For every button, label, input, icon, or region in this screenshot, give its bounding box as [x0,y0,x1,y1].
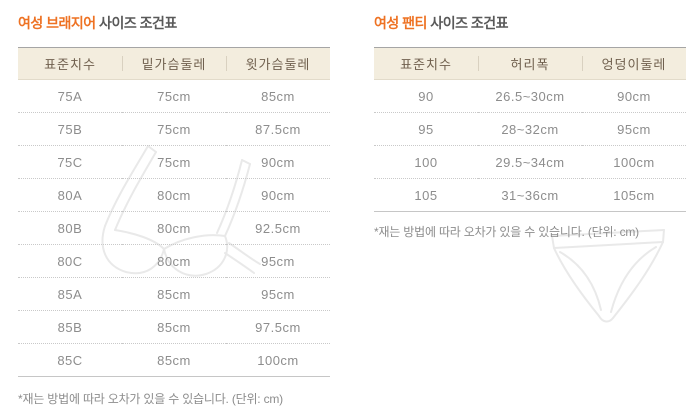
table-cell: 80B [18,211,122,245]
bra-table-footnote: *재는 방법에 따라 오차가 있을 수 있습니다. (단위: cm) [18,392,283,406]
column-header: 밑가슴둘레 [122,47,226,80]
panty-table-header: 표준치수 허리폭 엉덩이둘레 [374,47,686,80]
table-row: 80B 80cm 92.5cm [18,211,330,245]
table-row: 80A 80cm 90cm [18,178,330,212]
bra-table-body: 75A 75cm 85cm 75B 75cm 87.5cm 75C 75cm 90cm 80A 80… [18,80,330,377]
table-row: 85B 85cm 97.5cm [18,310,330,344]
bra-table-title-rest: 사이즈 조건표 [95,15,177,31]
table-cell: 97.5cm [226,310,330,344]
table-row: 80C 80cm 95cm [18,244,330,278]
table-cell: 80C [18,244,122,278]
table-cell: 75cm [122,112,226,146]
table-cell: 90cm [617,88,651,104]
header-row: 표준치수 허리폭 엉덩이둘레 [374,47,686,80]
panty-table-body: 90 26.5~30cm 90cm 95 28~32cm 95cm 100 29.5~34cm… [374,80,686,212]
header-row: 표준치수 밑가슴둘레 윗가슴둘레 [18,47,330,80]
table-row: 90 26.5~30cm 90cm [374,80,686,113]
table-row: 75B 75cm 87.5cm [18,112,330,146]
table-cell: 75B [18,112,122,146]
table-cell: 95 [374,112,478,146]
table-cell: 31~36cm [478,178,582,212]
panty-outline-graphic [551,229,665,323]
panty-size-table: 표준치수 허리폭 엉덩이둘레 90 26.5~30cm 90cm 95 28~32cm 95c… [374,47,686,212]
table-cell: 75cm [157,88,191,104]
table-cell: 85cm [261,88,295,104]
table-cell: 85cm [122,277,226,311]
bra-table-header: 표준치수 밑가슴둘레 윗가슴둘레 [18,47,330,80]
table-cell: 85cm [122,343,226,377]
table-cell: 85B [18,310,122,344]
panty-table-footnote: *재는 방법에 따라 오차가 있을 수 있습니다. (단위: cm) [374,225,639,239]
table-cell: 85A [18,277,122,311]
column-header: 허리폭 [478,47,582,80]
table-row: 95 28~32cm 95cm [374,112,686,146]
column-header: 표준치수 [18,47,122,80]
table-cell: 90cm [226,178,330,212]
table-cell: 92.5cm [226,211,330,245]
column-header: 표준치수 [374,47,478,80]
table-row: 85A 85cm 95cm [18,277,330,311]
panty-table-title-rest: 사이즈 조건표 [426,15,508,31]
table-cell: 100cm [582,145,686,179]
table-row: 105 31~36cm 105cm [374,178,686,212]
panty-table-title: 여성 팬티 사이즈 조건표 [374,14,686,33]
column-header: 윗가슴둘레 [226,47,330,80]
bra-table-title-accent: 여성 브래지어 [18,15,96,31]
table-cell: 80cm [122,244,226,278]
table-cell: 85cm [122,310,226,344]
table-cell: 75C [18,145,122,179]
table-cell: 80cm [122,178,226,212]
table-cell: 90cm [226,145,330,179]
table-row: 75C 75cm 90cm [18,145,330,179]
table-cell: 75cm [122,145,226,179]
table-cell: 95cm [226,277,330,311]
table-cell: 105cm [582,178,686,212]
table-cell: 80A [18,178,122,212]
table-cell: 28~32cm [478,112,582,146]
table-cell: 95cm [226,244,330,278]
table-cell: 26.5~30cm [495,88,565,104]
bra-table-title: 여성 브래지어 사이즈 조건표 [18,14,330,33]
table-cell: 80cm [122,211,226,245]
table-cell: 75A [57,88,83,104]
table-cell: 100 [374,145,478,179]
table-cell: 87.5cm [226,112,330,146]
table-row: 85C 85cm 100cm [18,343,330,377]
table-cell: 29.5~34cm [478,145,582,179]
panty-size-section: 여성 팬티 사이즈 조건표 표준치수 허리폭 엉덩이둘레 90 26.5~30cm 90… [374,14,686,323]
table-row: 100 29.5~34cm 100cm [374,145,686,179]
table-cell: 105 [374,178,478,212]
table-row: 75A 75cm 85cm [18,80,330,113]
column-header: 엉덩이둘레 [582,47,686,80]
panty-table-title-accent: 여성 팬티 [374,15,427,31]
table-cell: 90 [418,88,434,104]
bra-size-section: 여성 브래지어 사이즈 조건표 표준치수 밑가슴둘레 윗가슴둘레 75A 75cm 85… [18,14,330,407]
table-cell: 100cm [226,343,330,377]
bra-size-table: 표준치수 밑가슴둘레 윗가슴둘레 75A 75cm 85cm 75B 75cm 87.5cm 7… [18,47,330,377]
table-cell: 95cm [582,112,686,146]
table-cell: 85C [18,343,122,377]
